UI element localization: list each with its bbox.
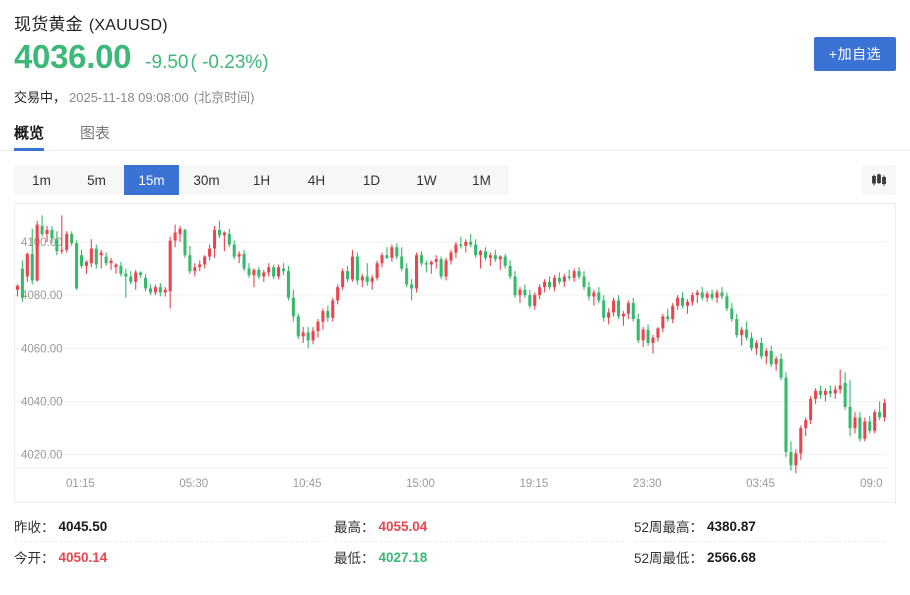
stat-value: 4380.87 [707,518,756,534]
stat-label: 今开 [14,551,41,566]
stat-high: 最高 ： 4055.04 [334,511,624,542]
svg-text:19:15: 19:15 [519,478,548,490]
timeframe-5m[interactable]: 5m [87,172,106,188]
stat-value: 4027.18 [378,549,428,565]
price-change-percent: ( -0.23%) [190,52,269,73]
stat-value: 4050.14 [58,549,108,565]
stat-colon: ： [41,520,55,535]
timeframe-1d[interactable]: 1D [362,172,381,188]
instrument-title: 现货黄金 (XAUUSD) [14,10,896,34]
svg-text:4060.00: 4060.00 [21,343,63,355]
svg-text:4080.00: 4080.00 [21,290,63,302]
timeframe-row: 1m 5m 15m 30m 1H 4H 1D 1W 1M [0,165,910,195]
stat-colon: ： [361,551,375,566]
svg-text:4040.00: 4040.00 [21,397,63,409]
stat-open: 今开 ： 4050.14 [14,542,324,572]
stat-52w-low: 52周最低 ： 2566.68 [634,542,886,572]
svg-text:10:45: 10:45 [293,478,322,490]
stat-low: 最低 ： 4027.18 [334,542,624,572]
timeframe-15m[interactable]: 15m [124,165,179,195]
market-status: 交易中， [14,90,67,105]
timeframe-selector: 1m 5m 15m 30m 1H 4H 1D 1W 1M [14,165,509,195]
svg-text:15:00: 15:00 [406,478,435,490]
stats-column-2: 最高 ： 4055.04 最低 ： 4027.18 [334,511,634,572]
svg-text:4020.00: 4020.00 [21,450,63,462]
stat-label: 52周最低 [634,551,690,566]
stat-label: 52周最高 [634,520,690,535]
price-chart[interactable]: 4100.00 4080.00 4060.00 4040.00 4020.00 01:15… [14,203,896,503]
market-status-line: 交易中， 2025-11-18 09:08:00 (北京时间) [14,87,896,105]
tab-charts[interactable]: 图表 [80,125,111,142]
candlestick-icon [872,173,886,186]
timeframe-1M[interactable]: 1M [472,172,491,188]
svg-text:03:45: 03:45 [746,478,775,490]
section-tabs: 概览 图表 [0,117,910,151]
stat-colon: ： [689,520,704,535]
svg-text:05:30: 05:30 [179,478,208,490]
svg-text:01:15: 01:15 [66,478,95,490]
quote-header: 现货黄金 (XAUUSD) 4036.00 -9.50 ( -0.23%) 交易… [0,0,910,105]
stat-label: 最高 [334,520,361,535]
add-to-watchlist-button[interactable]: +加自选 [814,37,896,71]
tab-overview[interactable]: 概览 [14,122,45,151]
stats-column-3: 52周最高 ： 4380.87 52周最低 ： 2566.68 [634,511,896,572]
stat-value: 2566.68 [707,549,756,565]
svg-text:23:30: 23:30 [633,478,662,490]
stat-colon: ： [41,551,55,566]
stat-value: 4055.04 [378,518,428,534]
chart-type-toggle[interactable] [862,165,896,195]
stat-colon: ： [689,551,704,566]
candlestick-chart-canvas[interactable]: 4100.004080.004060.004040.004020.0001:15… [15,204,895,502]
stat-52w-high: 52周最高 ： 4380.87 [634,511,886,542]
stat-label: 最低 [334,551,361,566]
price-block: 4036.00 -9.50 ( -0.23%) [14,40,896,78]
key-statistics: 昨收 ： 4045.50 今开 ： 4050.14 最高 ： 4055.04 最… [0,511,910,572]
price-change-absolute: -9.50 [145,52,189,73]
stat-value: 4045.50 [58,518,108,534]
stats-column-1: 昨收 ： 4045.50 今开 ： 4050.14 [14,511,334,572]
timeframe-4h[interactable]: 4H [307,172,326,188]
quote-timezone: (北京时间) [193,90,255,105]
instrument-code: (XAUUSD) [88,17,168,34]
instrument-name: 现货黄金 [14,15,83,34]
stat-label: 昨收 [14,520,41,535]
timeframe-1w[interactable]: 1W [416,172,437,188]
quote-timestamp: 2025-11-18 09:08:00 [69,90,189,105]
current-price: 4036.00 [14,38,132,75]
svg-text:09:0: 09:0 [860,478,882,490]
stat-colon: ： [361,520,375,535]
timeframe-1m[interactable]: 1m [32,172,51,188]
stat-prev-close: 昨收 ： 4045.50 [14,511,324,542]
timeframe-30m[interactable]: 30m [193,172,220,188]
timeframe-1h[interactable]: 1H [252,172,271,188]
